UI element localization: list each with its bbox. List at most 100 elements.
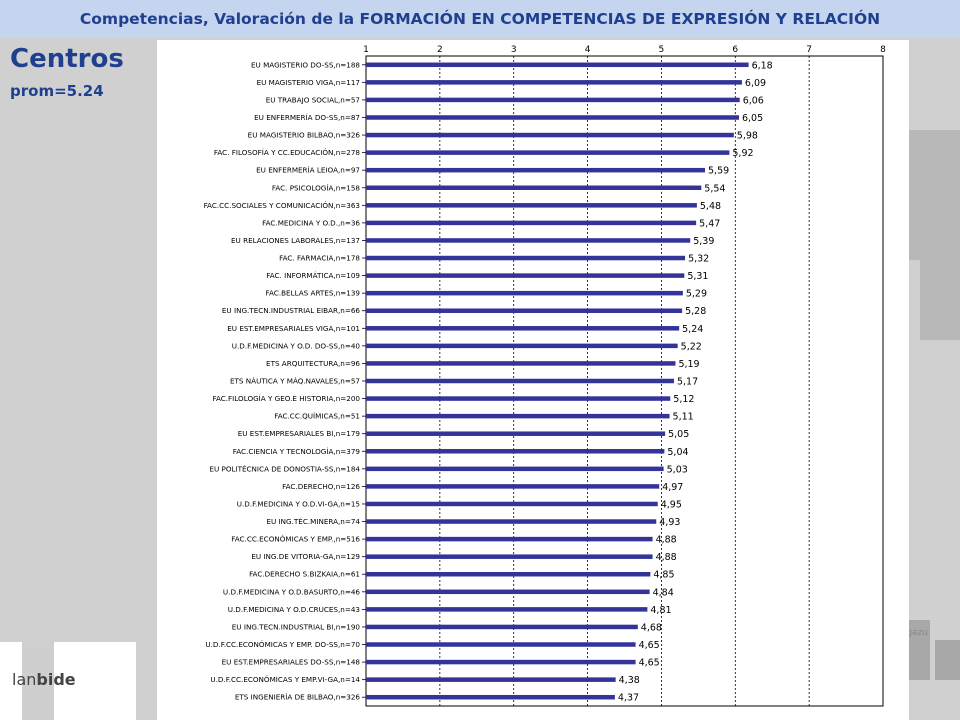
bar: [366, 484, 660, 489]
average-label: prom=5.24: [10, 82, 104, 100]
bar: [366, 132, 734, 138]
category-label: EU ING.TECN.INDUSTRIAL EIBAR,n=66: [222, 306, 361, 315]
category-label: EU EST.EMPRESARIALES BI,n=179: [238, 429, 361, 438]
bar: [366, 571, 651, 577]
data-label: 4,97: [662, 482, 683, 493]
category-label: U.D.F.CC.ECONÓMICAS Y EMP. DO-SS,n=70: [205, 640, 360, 649]
header-bar: Competencias, Valoración de la FORMACIÓN…: [0, 0, 960, 38]
background-decoration: [920, 260, 960, 340]
bar: [366, 97, 740, 103]
category-label: EU ING.DE VITORIA-GA,n=129: [251, 552, 360, 561]
bar: [366, 466, 664, 472]
data-label: 5,98: [737, 131, 758, 142]
data-label: 5,29: [686, 289, 707, 300]
bar: [366, 238, 691, 243]
x-tick-label: 8: [880, 45, 886, 55]
bar-chart: 1 2 3 4 5 6 7 8 EU MAGISTERIO DO-SS,n=188 6,18 EU …: [204, 45, 886, 707]
data-label: 5,28: [685, 306, 706, 317]
bar: [366, 343, 678, 349]
data-label: 4,38: [619, 675, 640, 686]
bar: [366, 150, 730, 155]
data-label: 5,22: [681, 341, 702, 352]
data-label: 4,93: [659, 517, 680, 528]
data-label: 4,65: [639, 640, 660, 651]
bar: [366, 659, 636, 665]
category-label: EU MAGISTERIO DO-SS,n=188: [251, 60, 360, 69]
bar: [366, 361, 676, 366]
bar: [366, 642, 636, 647]
page-title: Centros: [10, 44, 124, 74]
background-decoration: [935, 640, 960, 680]
category-label: EU EST.EMPRESARIALES DO-SS,n=148: [222, 658, 361, 667]
logo-text-light: lan: [12, 670, 37, 689]
data-label: 5,04: [667, 447, 688, 458]
chart-panel: 1 2 3 4 5 6 7 8 EU MAGISTERIO DO-SS,n=188 6,18 EU …: [157, 40, 909, 720]
category-label: EU ING.TECN.INDUSTRIAL BI,n=190: [232, 622, 361, 631]
data-label: 5,92: [732, 148, 753, 159]
data-label: 5,47: [699, 218, 720, 229]
category-label: U.D.F.MEDICINA Y O.D.CRUCES,n=43: [228, 605, 360, 614]
data-label: 4,84: [653, 587, 674, 598]
bar: [366, 80, 742, 85]
category-label: FAC. FARMACIA,n=178: [279, 254, 360, 263]
data-label: 6,06: [743, 95, 764, 106]
category-label: FAC.BELLAS ARTES,n=139: [266, 289, 361, 298]
category-label: EU TRABAJO SOCIAL,n=57: [266, 95, 360, 104]
bar: [366, 624, 638, 630]
category-label: FAC. FILOSOFÍA Y CC.EDUCACIÓN,n=278: [214, 148, 361, 157]
data-label: 4,88: [656, 552, 677, 563]
x-tick-label: 7: [806, 45, 812, 55]
bar: [366, 501, 658, 507]
category-label: FAC.CC.QUÍMICAS,n=51: [274, 412, 360, 421]
header-title: Competencias, Valoración de la FORMACIÓN…: [79, 10, 881, 28]
data-label: 4,65: [639, 658, 660, 669]
data-label: 5,05: [668, 429, 689, 440]
bar: [366, 536, 653, 542]
bar: [366, 519, 657, 524]
bar: [366, 449, 665, 454]
category-label: EU ENFERMERÍA DO-SS,n=87: [254, 113, 360, 122]
logo-text-bold: bide: [36, 670, 76, 689]
category-label: FAC.FILOLOGÍA Y GEO.E HISTORIA,n=200: [212, 394, 360, 403]
data-label: 5,31: [687, 271, 708, 282]
bar: [366, 554, 653, 559]
data-label: 5,32: [688, 254, 709, 265]
x-tick-label: 2: [437, 45, 443, 55]
logo-strip: [22, 642, 54, 720]
bar: [366, 273, 685, 278]
data-label: 5,03: [667, 464, 688, 475]
bar: [366, 694, 615, 700]
bar: [366, 203, 697, 208]
bar: [366, 255, 686, 261]
category-label: U.D.F.MEDICINA Y O.D.BASURTO,n=46: [223, 587, 361, 596]
bar: [366, 326, 680, 331]
bar: [366, 396, 671, 401]
bar: [366, 290, 683, 296]
logo-text: lanbide: [12, 670, 76, 689]
x-tick-label: 6: [732, 45, 738, 55]
data-label: 5,59: [708, 166, 729, 177]
data-label: 5,24: [682, 324, 703, 335]
category-label: EU ING.TÉC.MINERA,n=74: [266, 517, 360, 526]
category-label: EU EST.EMPRESARIALES VIGA,n=101: [227, 324, 360, 333]
bar: [366, 431, 666, 436]
bar: [366, 167, 706, 173]
data-label: 6,09: [745, 78, 766, 89]
category-label: EU MAGISTERIO VIGA,n=117: [257, 78, 360, 87]
data-label: 5,17: [677, 377, 698, 388]
category-label: EU RELACIONES LABORALES,n=137: [231, 236, 360, 245]
data-label: 4,95: [661, 499, 682, 510]
category-label: EU POLITÉCNICA DE DONOSTIA-SS,n=184: [209, 464, 360, 473]
category-label: FAC. PSICOLOGÍA,n=158: [272, 183, 361, 192]
category-label: EU ENFERMERÍA LEIOA,n=97: [256, 166, 360, 175]
background-decoration: [900, 130, 960, 260]
x-tick-label: 1: [363, 45, 369, 55]
bar: [366, 220, 697, 226]
data-label: 4,81: [650, 605, 671, 616]
data-label: 4,37: [618, 693, 639, 704]
x-tick-label: 3: [511, 45, 517, 55]
bar: [366, 62, 749, 68]
data-label: 6,05: [742, 113, 763, 124]
data-label: 5,48: [700, 201, 721, 212]
category-label: ETS NÁUTICA Y MÁQ.NAVALES,n=57: [230, 377, 360, 386]
